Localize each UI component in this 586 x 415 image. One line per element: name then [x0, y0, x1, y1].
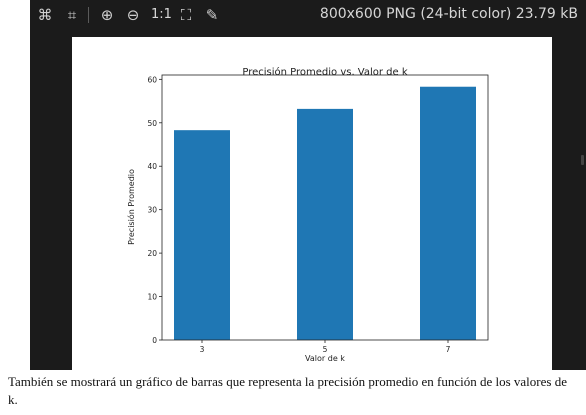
actual-size-button[interactable]: 1:1: [151, 7, 172, 22]
scrollbar-handle[interactable]: [581, 155, 584, 165]
y-tick-label: 10: [147, 293, 157, 302]
y-tick-label: 60: [147, 75, 157, 84]
image-info: 800x600 PNG (24-bit color) 23.79 kB: [319, 6, 578, 22]
y-tick-label: 40: [147, 162, 157, 171]
zoom-out-icon[interactable]: ⊖: [126, 6, 140, 24]
x-tick-label: 7: [446, 345, 451, 354]
y-tick-label: 30: [147, 206, 157, 215]
y-axis: 0 10 20 30 40 50 60: [147, 75, 162, 345]
edit-icon[interactable]: ✎: [205, 6, 219, 24]
image-canvas: Precisión Promedio vs. Valor de k 0 10 20 3…: [72, 37, 552, 370]
fullscreen-icon[interactable]: ⛶: [180, 6, 192, 24]
toolbar-separator: [88, 7, 89, 23]
x-axis-label: Valor de k: [305, 354, 345, 363]
bar-k-3: [174, 130, 230, 340]
plot-frame: [161, 74, 489, 341]
crop-icon[interactable]: ⌗: [67, 6, 77, 24]
caption-paragraph: También se mostrará un gráfico de barras…: [8, 374, 567, 407]
y-axis-label: Precisión Promedio: [126, 169, 136, 245]
fit-icon[interactable]: ⌘: [37, 6, 53, 24]
x-axis: 3 5 7: [200, 340, 451, 354]
bar-k-7: [420, 86, 476, 340]
bars-group: [174, 86, 476, 340]
chart-title: Precisión Promedio vs. Valor de k: [242, 66, 408, 78]
y-tick-label: 50: [147, 119, 157, 128]
x-tick-label: 3: [200, 345, 205, 354]
image-viewer-window: ⌘ ⌗ ⊕ ⊖ 1:1 ⛶ ✎ 800x600 PNG (24-bit colo…: [30, 0, 586, 370]
zoom-in-icon[interactable]: ⊕: [100, 6, 114, 24]
x-tick-label: 5: [323, 345, 328, 354]
y-tick-label: 20: [147, 249, 157, 258]
bar-k-5: [297, 108, 353, 340]
viewer-toolbar: ⌘ ⌗ ⊕ ⊖ 1:1 ⛶ ✎ 800x600 PNG (24-bit colo…: [30, 0, 586, 30]
bar-chart: Precisión Promedio vs. Valor de k 0 10 20 3…: [126, 66, 489, 363]
y-tick-label: 0: [152, 336, 157, 345]
